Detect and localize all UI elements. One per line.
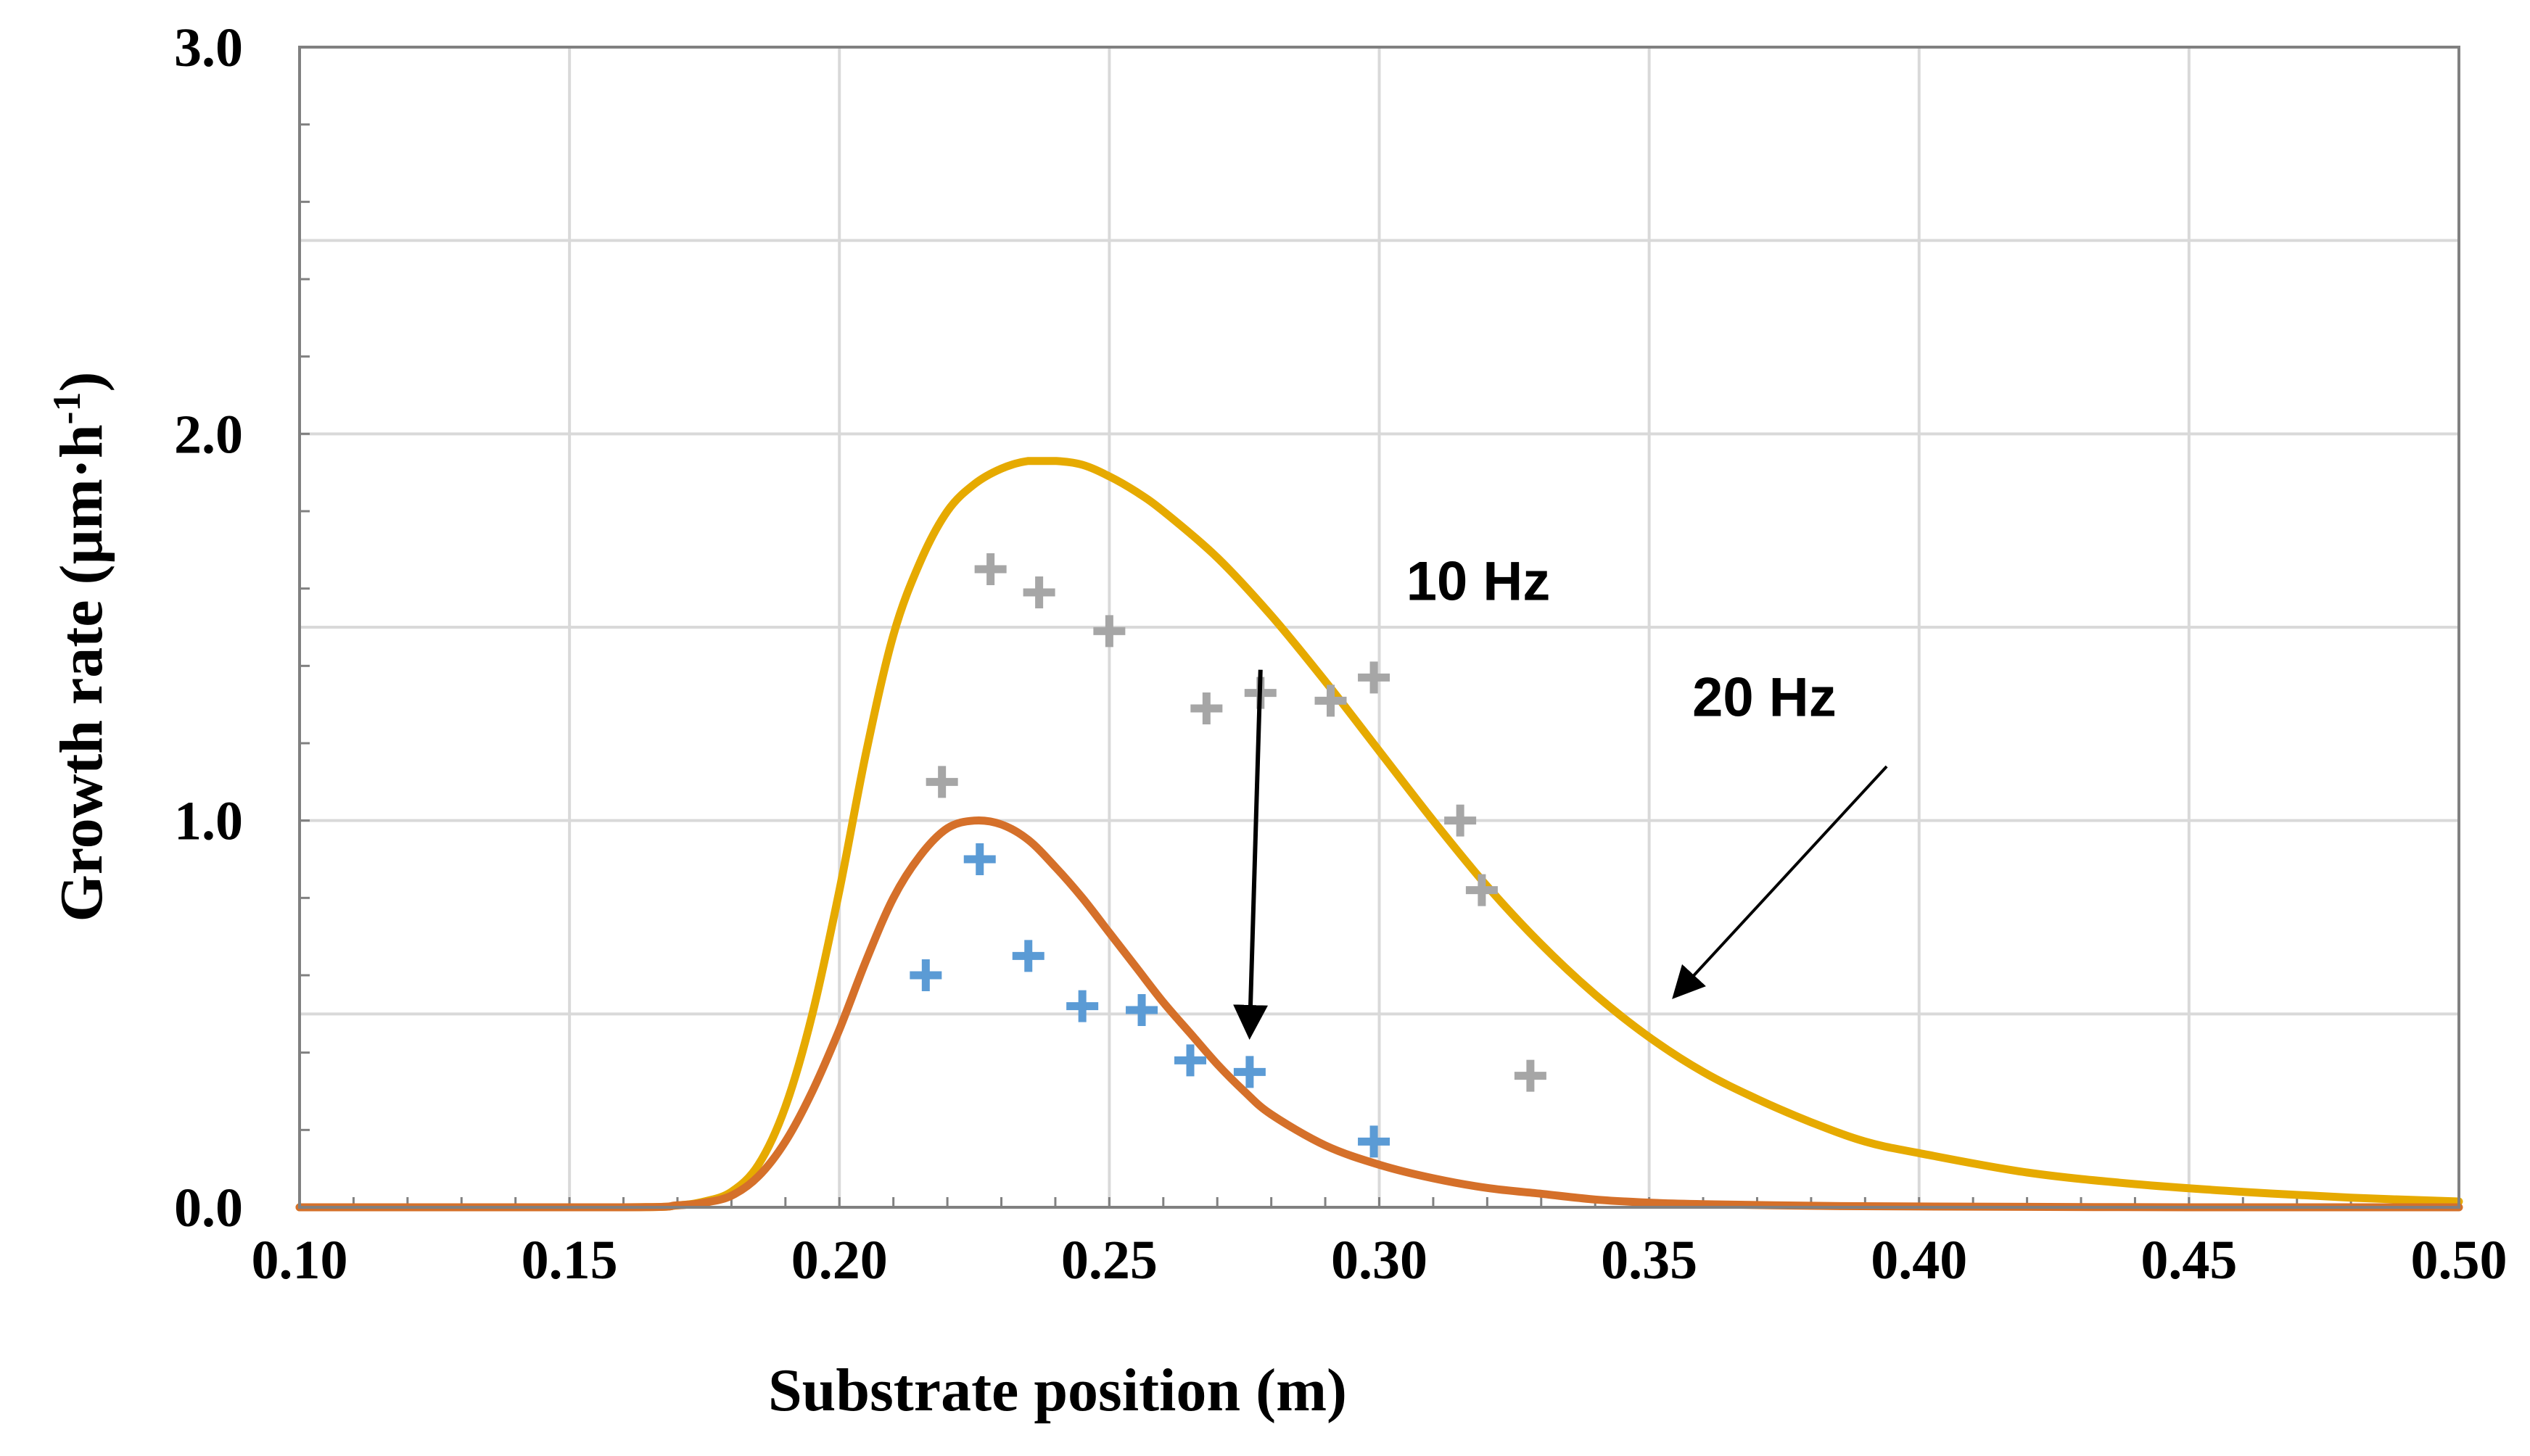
annotation-arrow — [1672, 765, 1888, 999]
x-tick-label: 0.50 — [2411, 1230, 2508, 1291]
annotation-arrows — [1233, 669, 1888, 1040]
x-tick-label: 0.30 — [1331, 1230, 1427, 1291]
plot-frame — [298, 46, 2460, 1209]
marker-20-hz-experiment — [1190, 692, 1223, 724]
y-tick-label: 0.0 — [174, 1178, 243, 1238]
marker-20-hz-experiment — [1358, 661, 1390, 694]
x-tick-label: 0.20 — [791, 1230, 888, 1291]
x-tick-label: 0.40 — [1871, 1230, 1967, 1291]
marker-20-hz-experiment — [974, 553, 1007, 585]
y-tick-label: 2.0 — [174, 404, 243, 465]
marker-10-hz-experiment — [1126, 994, 1158, 1026]
marker-20-hz-experiment — [1023, 576, 1055, 608]
marker-20-hz-experiment — [1314, 684, 1347, 717]
x-tick-label: 0.25 — [1061, 1230, 1158, 1291]
y-axis-title: Growth rate (µm·h-1) — [45, 371, 115, 922]
y-axis-title-main: Growth rate (µm·h — [48, 424, 115, 922]
data-points — [910, 553, 1546, 1158]
x-tick-label: 0.35 — [1601, 1230, 1697, 1291]
curve-10-hz-simulation — [295, 816, 2463, 1212]
marker-10-hz-experiment — [1012, 940, 1044, 972]
y-tick-label: 3.0 — [174, 17, 243, 78]
x-tick-label: 0.15 — [522, 1230, 618, 1291]
marker-10-hz-experiment — [1233, 1056, 1266, 1088]
marker-10-hz-experiment — [1174, 1044, 1207, 1077]
annotations: 10 Hz 20 Hz — [1406, 551, 1837, 729]
marker-10-hz-experiment — [1358, 1125, 1390, 1158]
y-tick-label: 1.0 — [174, 791, 243, 852]
y-axis-title-superscript: -1 — [45, 392, 88, 424]
annotation-label: 20 Hz — [1692, 667, 1837, 729]
marker-20-hz-experiment — [1514, 1059, 1546, 1092]
curves — [295, 457, 2463, 1212]
x-tick-label: 0.45 — [2140, 1230, 2237, 1291]
marker-20-hz-experiment — [1465, 874, 1498, 906]
x-axis-title: Substrate position (m) — [768, 1357, 1347, 1424]
y-axis-title-close: ) — [48, 371, 115, 392]
annotation-arrow — [1233, 669, 1269, 1040]
annotation-label: 10 Hz — [1406, 551, 1551, 613]
marker-20-hz-experiment — [1444, 804, 1477, 837]
marker-20-hz-experiment — [1093, 615, 1126, 648]
x-tick-label: 0.10 — [252, 1230, 348, 1291]
marker-20-hz-experiment — [926, 766, 958, 798]
tick-labels: 0.10 0.15 0.20 0.25 0.30 0.35 0.40 0.45 0.50 0.0 1… — [174, 17, 2508, 1291]
curve-20-hz-simulation — [295, 457, 2463, 1212]
marker-10-hz-experiment — [910, 959, 942, 991]
marker-10-hz-experiment — [1066, 990, 1099, 1022]
marker-10-hz-experiment — [963, 843, 996, 875]
